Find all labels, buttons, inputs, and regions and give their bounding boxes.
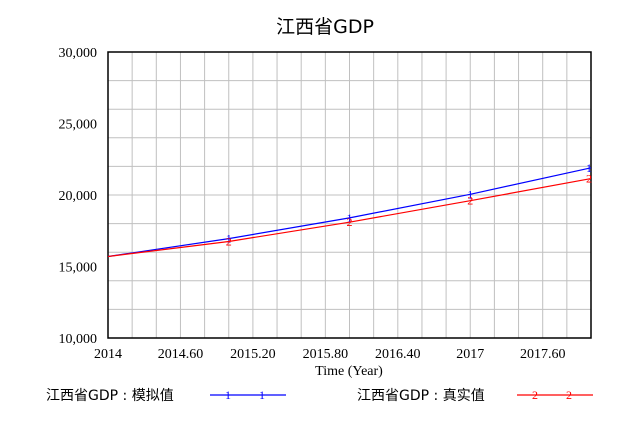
legend-marker-1: 1: [225, 388, 231, 402]
series-marker-1: 1: [586, 161, 592, 175]
legend-label-1: 江西省GDP : 模拟值: [46, 388, 174, 404]
x-tick-label: 2014: [94, 347, 122, 362]
series-marker-2: 2: [347, 215, 353, 229]
x-tick-label: 2014.60: [158, 347, 204, 362]
chart-title: 江西省GDP: [276, 16, 374, 38]
y-tick-label: 15,000: [59, 261, 98, 276]
series-marker-1: 1: [226, 232, 232, 246]
series-marker-2: 2: [226, 234, 232, 248]
plot-area: [107, 51, 592, 339]
series-marker-1: 1: [467, 187, 473, 201]
series-marker-2: 2: [586, 172, 592, 186]
y-tick-label: 20,000: [59, 189, 98, 204]
y-tick-label: 10,000: [59, 332, 98, 347]
x-tick-label: 2015.20: [230, 347, 276, 362]
grid: [108, 52, 591, 338]
y-axis: 10,000 15,000 20,000 25,000 30,000: [59, 46, 98, 347]
legend-marker-1: 1: [259, 388, 265, 402]
x-tick-label: 2015.80: [303, 347, 349, 362]
series-line-1: [107, 167, 592, 258]
x-tick-label: 2017: [456, 347, 484, 362]
legend-label-2: 江西省GDP : 真实值: [357, 388, 485, 404]
x-axis: 2014 2014.60 2015.20 2015.80 2016.40 2017 2017…: [94, 347, 565, 362]
x-tick-label: 2017.60: [520, 347, 566, 362]
x-axis-label: Time (Year): [315, 364, 383, 379]
y-tick-label: 30,000: [59, 46, 98, 61]
legend-marker-2: 2: [532, 388, 538, 402]
series-marker-1: 1: [347, 211, 353, 225]
x-tick-label: 2016.40: [375, 347, 421, 362]
series-marker-2: 2: [467, 194, 473, 208]
legend: 江西省GDP : 模拟值 1 1 江西省GDP : 真实值 2 2: [46, 388, 593, 404]
y-tick-label: 25,000: [59, 118, 98, 133]
legend-marker-2: 2: [566, 388, 572, 402]
series-line-2: [107, 177, 592, 258]
